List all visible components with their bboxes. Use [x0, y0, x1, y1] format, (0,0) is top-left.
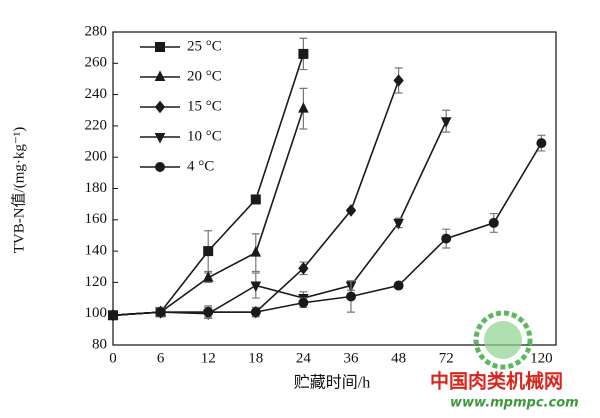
watermark-logo — [473, 310, 533, 370]
data-point — [298, 48, 309, 59]
data-point — [393, 280, 404, 291]
y-tick-label: 140 — [85, 243, 108, 259]
data-point — [298, 102, 309, 113]
legend-marker — [154, 70, 166, 81]
y-tick-label: 80 — [92, 336, 107, 352]
legend-label: 25 °C — [187, 38, 222, 54]
data-point — [488, 217, 499, 228]
legend-marker — [154, 133, 166, 144]
data-point — [440, 117, 452, 128]
data-point — [203, 246, 214, 257]
x-tick-label: 18 — [248, 350, 263, 366]
logo-gear — [473, 310, 533, 370]
legend-label: 15 °C — [187, 98, 222, 114]
x-tick-label: 0 — [109, 350, 117, 366]
watermark-title: 中国肉类机械网 — [430, 370, 563, 393]
watermark-url: www.mpmpc.com — [450, 396, 579, 411]
legend-label: 4 °C — [187, 158, 214, 174]
data-point — [441, 233, 452, 244]
data-point — [203, 307, 214, 318]
legend-marker — [154, 100, 166, 114]
legend-marker — [155, 162, 165, 172]
x-axis-label: 贮藏时间/h — [294, 374, 370, 392]
legend-entry: 20 °C — [140, 68, 222, 84]
y-axis-label: TVB-N值/(mg·kg⁻¹) — [10, 127, 27, 254]
y-tick-label: 280 — [85, 23, 108, 39]
data-point — [393, 74, 404, 87]
logo-core — [484, 321, 522, 359]
legend-entry: 10 °C — [140, 128, 222, 144]
y-tick-label: 100 — [85, 305, 108, 321]
data-point — [298, 297, 309, 308]
x-tick-label: 12 — [201, 350, 216, 366]
y-tick-label: 240 — [85, 86, 108, 102]
y-tick-label: 180 — [85, 180, 108, 196]
x-tick-label: 6 — [157, 350, 165, 366]
data-point — [346, 291, 356, 302]
data-point — [202, 271, 214, 282]
series-line — [112, 142, 543, 317]
y-tick-label: 120 — [85, 274, 108, 290]
legend-entry: 25 °C — [140, 38, 222, 54]
y-tick-label: 160 — [85, 211, 108, 227]
data-point — [108, 310, 118, 321]
x-tick-label: 36 — [344, 350, 360, 366]
legend-label: 10 °C — [187, 128, 222, 144]
data-point — [250, 246, 262, 257]
x-tick-label: 120 — [530, 350, 553, 366]
legend-entry: 4 °C — [140, 158, 214, 174]
legend-marker — [155, 42, 165, 52]
data-point — [536, 138, 547, 149]
y-tick-label: 260 — [85, 55, 108, 71]
data-point — [250, 194, 261, 205]
y-tick-label: 220 — [85, 117, 108, 133]
data-point — [250, 281, 262, 293]
series — [108, 134, 547, 321]
legend-label: 20 °C — [187, 68, 222, 84]
y-tick-label: 200 — [85, 149, 108, 165]
data-point — [393, 218, 404, 230]
x-tick-label: 24 — [296, 350, 312, 366]
data-point — [250, 307, 261, 318]
series — [107, 87, 309, 320]
x-tick-label: 72 — [439, 350, 454, 366]
data-point — [345, 204, 357, 217]
data-point — [155, 307, 166, 318]
x-tick-label: 48 — [391, 350, 406, 366]
data-point — [298, 262, 309, 275]
legend-entry: 15 °C — [140, 98, 222, 114]
